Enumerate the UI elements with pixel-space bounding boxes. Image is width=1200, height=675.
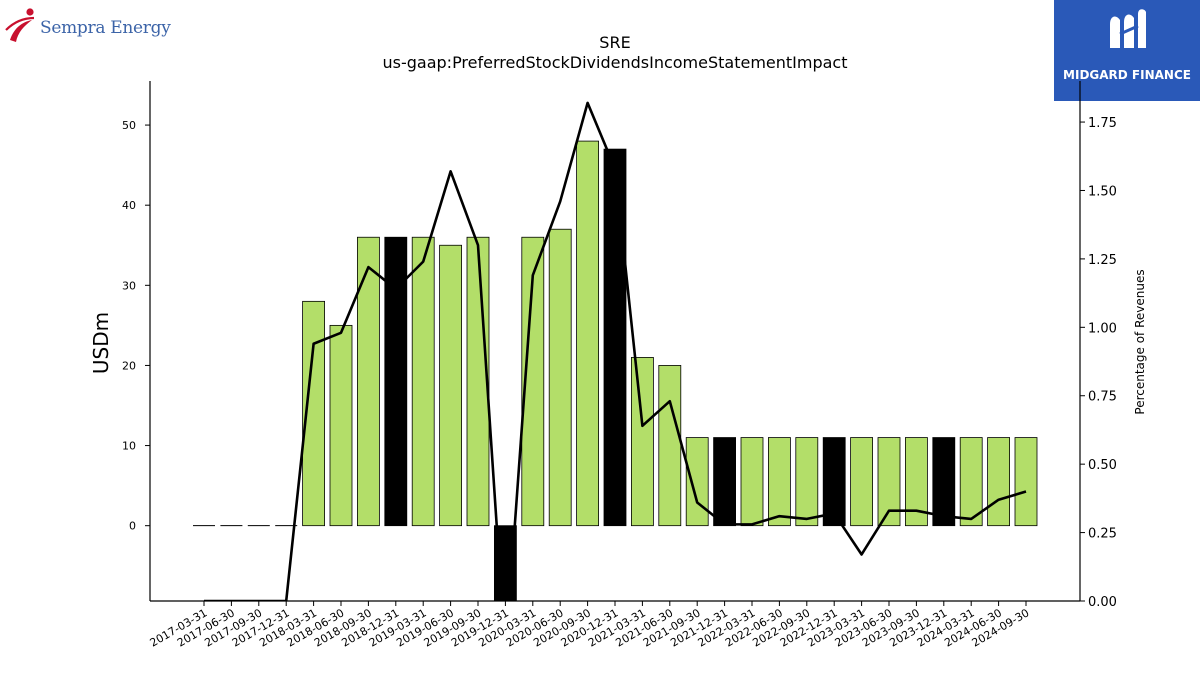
bar [932, 437, 956, 527]
bar [576, 140, 599, 527]
bar [384, 236, 408, 527]
y2-tick-label: 1.00 [1088, 321, 1117, 336]
y-tick-label: 50 [122, 119, 136, 132]
line-series-path [204, 101, 1027, 601]
sempra-flame-icon [5, 8, 35, 42]
y-tick-label: 20 [122, 359, 136, 372]
bar [905, 437, 928, 527]
y2-axis-label: Percentage of Revenues [1133, 269, 1147, 414]
bar [959, 437, 983, 527]
y2-tick-label: 0.25 [1088, 527, 1117, 542]
bar [822, 437, 846, 527]
bar [329, 324, 353, 527]
bar [658, 365, 682, 527]
bar [356, 236, 380, 527]
chart-title: SRE [599, 33, 630, 52]
bar [302, 300, 326, 527]
bar [713, 437, 736, 527]
bar-series [193, 140, 1038, 602]
y-tick-label: 10 [122, 440, 136, 453]
line-series [204, 101, 1027, 601]
y2-tick-label: 1.75 [1088, 116, 1117, 131]
bar [850, 437, 873, 527]
y2-tick-label: 1.25 [1088, 253, 1117, 268]
y2-tick-label: 0.50 [1088, 458, 1117, 473]
y2-tick-label: 1.50 [1088, 184, 1117, 199]
bar [685, 437, 709, 527]
sempra-logo: Sempra Energy [4, 4, 204, 48]
midgard-logo-text: MIDGARD FINANCE [1063, 68, 1191, 82]
bar [603, 148, 627, 527]
bar [548, 228, 572, 527]
bar [631, 357, 654, 527]
bar [466, 236, 490, 527]
y-axis-label: USDm [89, 312, 113, 374]
bar [795, 437, 819, 527]
bar [439, 244, 463, 527]
y2-tick-label: 0.00 [1088, 595, 1117, 610]
y-tick-label: 30 [122, 279, 136, 292]
bar [877, 437, 901, 527]
bar [521, 236, 545, 527]
bar [768, 437, 791, 527]
bar [1014, 437, 1038, 527]
chart-subtitle: us-gaap:PreferredStockDividendsIncomeSta… [383, 53, 848, 72]
midgard-mark-icon [1110, 9, 1146, 48]
bar [987, 437, 1010, 527]
y-tick-label: 40 [122, 199, 136, 212]
sempra-logo-text: Sempra Energy [40, 18, 171, 38]
bar [411, 236, 435, 527]
midgard-logo: MIDGARD FINANCE [1054, 0, 1200, 101]
y2-tick-label: 0.75 [1088, 390, 1117, 405]
bar [740, 437, 764, 527]
y-tick-label: 0 [129, 520, 136, 533]
